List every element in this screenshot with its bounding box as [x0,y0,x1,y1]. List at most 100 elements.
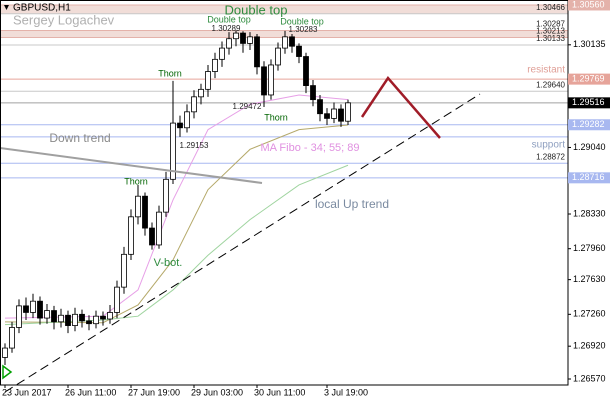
candle-body [338,108,344,122]
level-label: 1.30466 [536,3,565,12]
level-price-label: 1.30560 [572,0,605,9]
level-label: 1.29640 [536,80,565,89]
candle-body [240,32,246,44]
level-price-label: 1.29769 [572,73,605,83]
plot-border [0,0,569,386]
candle-body [191,96,197,113]
candle-body [23,305,29,313]
candle-body [331,108,337,119]
candle-body [121,253,127,288]
candle-body [317,99,323,115]
candle-body [212,58,218,72]
candle-body [16,305,22,328]
candle-body [114,286,120,313]
annotation: Double top [225,2,288,17]
candle-body [72,313,78,326]
down-trend-line [0,147,263,184]
annotation: Double top [207,14,251,24]
candle-body [324,113,330,119]
candle-body [184,111,190,129]
candle-body [233,32,239,40]
level-label: 1.30133 [536,34,565,43]
level-price-box [568,97,610,109]
candle-body [163,178,169,213]
symbol: GBPUSD,H1 [13,3,71,14]
symbol-icon [4,5,9,10]
candle-body [289,36,295,47]
candle-body [9,327,15,349]
level-label: 1.28872 [536,152,565,161]
x-tick-label: 29 Jun 03:00 [191,387,243,397]
candle-body [296,45,302,57]
annotation: V-bot. [154,257,183,269]
candle-body [303,56,309,86]
candle-body [51,310,57,323]
level-price-label: 1.29282 [572,119,605,129]
y-tick-label: 1.28330 [573,208,606,218]
annotation: Thorn [124,176,148,186]
candle-body [310,85,316,101]
level-price-label: 1.29516 [572,97,605,107]
trade-arrow [2,364,13,380]
candle-body [219,47,225,60]
zone [0,4,568,14]
candle-body [107,312,113,320]
price-note: 1.29472 [233,102,262,111]
candle-body [142,195,148,229]
candle-body [58,314,64,323]
level-price-box [568,0,610,11]
y-tick-label: 1.27630 [573,274,606,284]
y-tick-label: 1.29040 [573,142,606,152]
candle-body [226,38,232,49]
price-note: 1.30289 [212,24,241,33]
x-tick-label: 3 Jul 19:00 [324,387,368,397]
candle-body [198,88,204,98]
candle-body [44,310,50,319]
author: Sergey Logachev [13,12,115,27]
price-note: 1.30283 [289,25,318,34]
annotation: local Up trend [315,197,389,211]
candle-body [2,347,8,358]
price-note: 1.29153 [180,141,209,150]
candle-body [100,315,106,320]
candle-body [93,315,99,325]
ma-label: MA Fibo - 34; 55; 89 [260,142,359,154]
candle-body [86,320,92,325]
annotation: resistant [527,65,565,76]
up-trend-line [4,93,481,393]
y-tick-label: 1.27960 [573,243,606,253]
x-tick-label: 27 Jun 19:00 [128,387,180,397]
candle-body [149,227,155,246]
candle-body [247,36,253,44]
candle-body [128,216,134,255]
y-tick-label: 1.30135 [573,39,606,49]
candle-body [65,314,71,326]
candle-body [79,313,85,322]
annotation: Down trend [49,131,110,145]
candle-body [345,102,351,122]
candle-body [268,64,274,96]
candle-body [205,71,211,90]
level-label: 1.30213 [536,27,565,36]
candle-body [156,211,162,246]
annotation: Thorn [264,112,288,122]
level-price-box [568,73,610,85]
candle-body [37,300,43,319]
moving-average [4,94,349,319]
forecast-arrow [360,75,441,139]
candle-body [282,36,288,49]
zone [0,30,568,38]
annotation: support [532,140,566,151]
x-tick-label: 26 Jun 11:00 [65,387,116,397]
level-price-box [568,172,610,184]
annotation: Thorn [158,68,182,78]
candle-body [135,195,141,218]
candle-body [170,122,176,180]
level-price-label: 1.28716 [572,172,605,182]
x-tick-label: 23 Jun 2017 [2,387,52,397]
x-tick-label: 30 Jun 11:00 [254,387,305,397]
y-tick-label: 1.26570 [573,373,606,383]
